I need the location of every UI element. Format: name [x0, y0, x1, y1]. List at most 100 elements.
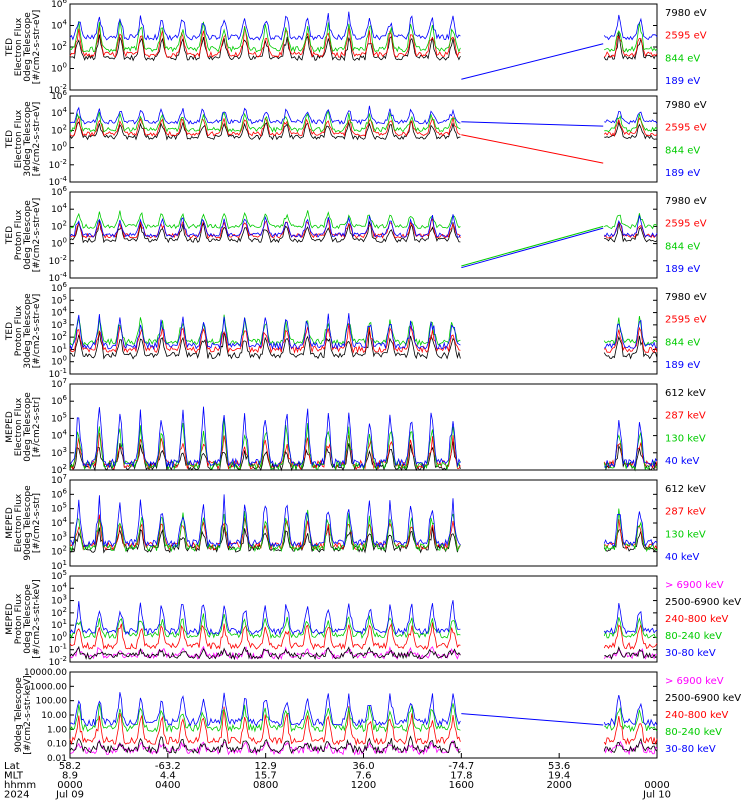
data-gap-line: [461, 43, 604, 80]
legend-label: 844 eV: [665, 53, 700, 64]
y-tick-label: 104: [51, 581, 67, 594]
legend-label: 189 eV: [665, 76, 700, 87]
panel-frame: [69, 287, 658, 375]
y-tick-label: 102: [51, 123, 67, 136]
y-tick-label: 100: [51, 237, 67, 250]
x-tick-label: -63.2: [155, 761, 181, 772]
panel-8: 10000.00 1000.00 100.00 10.00 1.00 0.10 0.01 90…: [14, 668, 741, 764]
y-tick-label: 104: [51, 19, 67, 32]
legend-label: 40 keV: [665, 456, 699, 467]
y-axis-label: [#/cm2-s-str-eV]: [32, 10, 42, 85]
x-row-label: 2024: [4, 790, 29, 801]
series-trace-blue: [69, 214, 658, 238]
legend-label: 287 keV: [665, 411, 706, 422]
data-gap-line: [461, 713, 604, 726]
y-tick-label: 1.00: [47, 725, 67, 735]
y-axis-label: MEPED: [5, 603, 15, 635]
x-tick-label: 36.0: [352, 761, 374, 772]
y-axis-label: TED: [5, 226, 15, 245]
y-axis-label: 0deg Telescope: [23, 584, 33, 654]
data-gap-line: [461, 227, 604, 269]
series-trace-blue: [69, 406, 658, 469]
x-tick-label: 58.2: [59, 761, 81, 772]
y-axis-label: [#/cm2-s-str-eV]: [32, 198, 42, 273]
y-tick-label: 105: [51, 293, 67, 306]
y-tick-label: 103: [51, 530, 67, 543]
y-axis-label: Electron Flux: [14, 397, 24, 456]
y-tick-label: 102: [51, 40, 67, 53]
y-tick-label: 102: [51, 606, 67, 619]
legend-label: 130 keV: [665, 433, 706, 444]
series-trace-green: [69, 613, 658, 640]
series-trace-black: [69, 330, 658, 360]
legend-label: 7980 eV: [665, 292, 707, 303]
x-tick-label: Jul 10: [642, 790, 671, 801]
series-trace-blue: [69, 692, 658, 727]
series-trace-magenta: [69, 645, 658, 661]
y-tick-label: 104: [51, 306, 67, 319]
legend-label: 7980 eV: [665, 8, 707, 19]
x-row-label: hhmm: [4, 780, 36, 791]
y-tick-label: 10.00: [41, 711, 67, 721]
y-tick-label: 100.00: [36, 697, 68, 707]
x-tick-label: 15.7: [255, 771, 277, 782]
y-axis-label: TED: [5, 38, 15, 57]
legend-label: 7980 eV: [665, 100, 707, 111]
series-trace-green: [69, 109, 658, 133]
y-tick-label: 105: [51, 502, 67, 515]
x-tick-label: 17.8: [450, 771, 472, 782]
series-trace-red: [69, 217, 658, 240]
x-tick-label: Jul 09: [55, 790, 84, 801]
y-axis-label: [#/cm2-s-str]: [32, 493, 42, 553]
x-tick-label: 8.9: [62, 771, 78, 782]
x-row-label: MLT: [4, 771, 24, 782]
legend-label: 7980 eV: [665, 196, 707, 207]
legend-label: 80-240 keV: [665, 631, 722, 642]
data-gap-line: [461, 121, 604, 127]
y-tick-label: 102: [51, 545, 67, 558]
y-axis-label: 0deg Telescope: [23, 392, 33, 462]
y-tick-label: 104: [51, 429, 67, 442]
series-trace-red: [69, 706, 658, 746]
legend-label: 2595 eV: [665, 31, 707, 42]
y-tick-label: 101: [51, 618, 67, 631]
y-axis-label: [#/cm2-s-str-keV]: [32, 579, 42, 658]
series-trace-blue: [69, 313, 658, 351]
panel-frame: [69, 575, 658, 663]
series-trace-blue: [69, 105, 658, 126]
y-tick-label: 101: [51, 342, 67, 355]
y-axis-label: [#/cm2-s-str-keV]: [23, 675, 33, 754]
legend-label: 2595 eV: [665, 315, 707, 326]
legend-label: 844 eV: [665, 145, 700, 156]
series-trace-green: [69, 508, 658, 553]
y-tick-label: 10-2: [49, 158, 67, 171]
y-tick-label: 10-1: [49, 643, 67, 656]
y-tick-label: 104: [51, 106, 67, 119]
y-axis-label: 90deg Telescope: [14, 677, 24, 753]
series-trace-red: [69, 622, 658, 651]
x-tick-label: 19.4: [548, 771, 570, 782]
x-tick-label: 2000: [546, 780, 571, 791]
x-tick-label: -74.7: [448, 761, 474, 772]
panel-frame: [69, 479, 658, 567]
y-axis-label: Proton Flux: [14, 305, 24, 356]
y-tick-label: 103: [51, 594, 67, 607]
y-tick-label: 10000.00: [24, 668, 67, 678]
y-axis-label: [#/cm2-s-str-eV]: [32, 102, 42, 177]
series-trace-green: [69, 210, 658, 230]
y-tick-label: 100: [51, 630, 67, 643]
y-tick-label: 103: [51, 446, 67, 459]
legend-label: 40 keV: [665, 552, 699, 563]
x-tick-label: 7.6: [356, 771, 372, 782]
series-trace-blue: [69, 11, 658, 41]
y-tick-label: 1000.00: [30, 682, 67, 692]
y-tick-label: 100: [51, 355, 67, 368]
y-tick-label: 106: [51, 0, 67, 10]
legend-label: 189 eV: [665, 360, 700, 371]
